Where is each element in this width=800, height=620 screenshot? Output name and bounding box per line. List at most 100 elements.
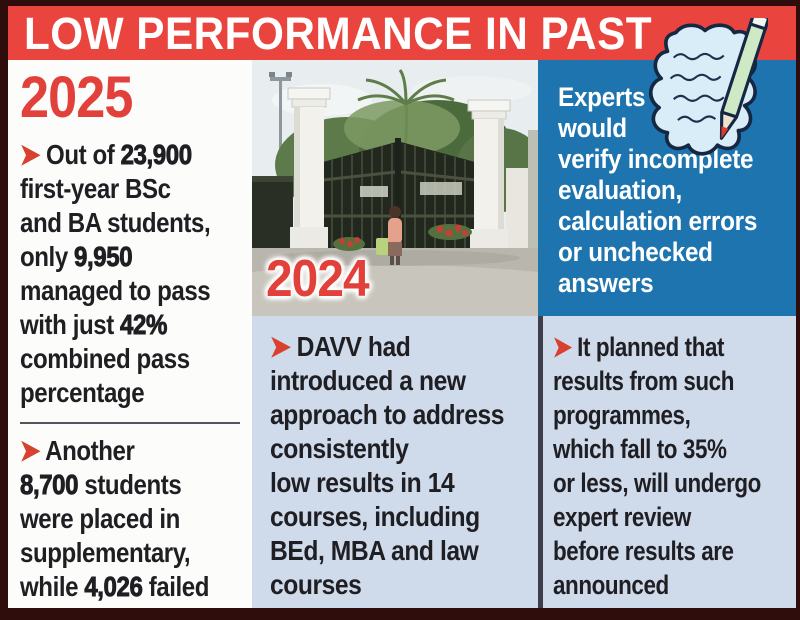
text-segment: combined pass: [20, 343, 190, 374]
text-line: approach to address: [270, 398, 539, 432]
text-segment: Another: [45, 435, 135, 466]
text-segment: managed to pass: [20, 275, 211, 306]
text-segment: before results are: [553, 536, 734, 566]
text-segment: were placed in: [20, 503, 180, 534]
text-segment: or unchecked: [558, 237, 713, 267]
text-segment: 23,900: [120, 139, 192, 171]
text-line: courses, including: [270, 500, 539, 534]
experts-note-box: Experts would verify incomplete evaluation,…: [538, 60, 796, 316]
text-line: which fall to 35%: [553, 432, 799, 466]
text-line: announced: [553, 568, 799, 602]
text-segment: with just: [20, 309, 121, 340]
text-segment: BEd, MBA and law: [270, 535, 479, 566]
text-line: courses: [270, 568, 539, 602]
stats-paragraph-2025: ➤ Out of 23,900 first-year BSc and BA stud…: [20, 138, 268, 410]
text-segment: answers: [558, 268, 654, 298]
text-segment: 8,700: [20, 469, 79, 501]
text-segment: only: [20, 241, 75, 272]
text-line: ➤ DAVV had: [270, 330, 539, 364]
squiggle-lines: [669, 52, 725, 123]
text-line: or less, will undergo: [553, 466, 799, 500]
left-panel-2025: 2025 ➤ Out of 23,900 first-year BSc and BA…: [8, 60, 252, 608]
text-segment: evaluation,: [558, 175, 682, 205]
text-segment: introduced a new: [270, 365, 466, 396]
year-2024-heading: 2024: [266, 250, 370, 308]
text-line: or unchecked: [558, 237, 798, 268]
text-segment: first-year BSc: [20, 173, 171, 204]
year-2025-heading: 2025: [20, 65, 133, 130]
arrow-bullet-icon: ➤: [20, 139, 47, 171]
text-line: with just 42%: [20, 308, 268, 342]
text-segment: DAVV had: [296, 331, 411, 362]
text-line: introduced a new: [270, 364, 539, 398]
arrow-bullet-icon: ➤: [20, 435, 46, 467]
text-line: Experts: [558, 82, 798, 113]
text-segment: which fall to 35%: [553, 434, 727, 464]
headline-band: LOW PERFORMANCE IN PAST: [8, 6, 796, 60]
text-line: before results are: [553, 534, 799, 568]
text-segment: results from such: [553, 366, 734, 396]
vertical-divider: [538, 316, 543, 608]
arrow-bullet-icon: ➤: [270, 331, 297, 363]
person-figure: [376, 206, 402, 265]
text-segment: would: [558, 113, 627, 143]
text-segment: approach to address: [270, 399, 504, 430]
text-line: BEd, MBA and law: [270, 534, 539, 568]
arrow-bullet-icon: ➤: [553, 332, 578, 363]
text-segment: while: [20, 571, 85, 602]
text-line: managed to pass: [20, 274, 268, 308]
text-line: calculation errors: [558, 206, 798, 237]
text-line: programmes,: [553, 398, 799, 432]
text-line: only 9,950: [20, 240, 268, 274]
text-line: consistently: [270, 432, 539, 466]
text-segment: announced: [553, 570, 669, 600]
text-line: low results in 14: [270, 466, 539, 500]
text-segment: Experts: [558, 82, 646, 112]
text-line: combined pass: [20, 342, 268, 376]
text-line: evaluation,: [558, 175, 798, 206]
flower-bushes: [333, 224, 472, 251]
text-segment: courses: [270, 569, 362, 600]
text-line: would: [558, 113, 798, 144]
text-segment: courses, including: [270, 501, 480, 532]
text-line: results from such: [553, 364, 799, 398]
text-segment: Out of: [46, 139, 121, 170]
text-line: answers: [558, 268, 798, 299]
experts-note-text: Experts would verify incomplete evaluation,…: [558, 82, 798, 299]
text-segment: supplementary,: [20, 537, 191, 568]
davv-paragraph-box: ➤ DAVV had introduced a new approach to ad…: [252, 316, 538, 608]
gate-pillars: [287, 87, 511, 252]
text-segment: percentage: [20, 377, 145, 408]
text-line: were placed in: [20, 502, 268, 536]
text-segment: students: [78, 469, 182, 500]
text-line: ➤ Out of 23,900: [20, 138, 268, 172]
text-line: 8,700 students: [20, 468, 268, 502]
text-segment: 9,950: [74, 241, 133, 273]
text-line: expert review: [553, 500, 799, 534]
text-segment: It planned that: [577, 332, 725, 362]
text-segment: or less, will undergo: [553, 468, 761, 498]
text-line: and BA students,: [20, 206, 268, 240]
text-line: while 4,026 failed: [20, 570, 268, 604]
text-segment: 42%: [120, 309, 168, 341]
divider-rule: [20, 422, 240, 424]
text-segment: expert review: [553, 502, 691, 532]
text-segment: programmes,: [553, 400, 691, 430]
note-and-pencil-illustration: [642, 11, 771, 166]
text-segment: calculation errors: [558, 206, 758, 236]
text-segment: low results in 14: [270, 467, 455, 498]
text-segment: and BA students,: [20, 207, 211, 238]
review-plan-paragraph: ➤ It planned that results from such progra…: [553, 330, 799, 602]
text-segment: consistently: [270, 433, 409, 464]
review-plan-box: ➤ It planned that results from such progra…: [543, 316, 796, 608]
text-line: ➤ It planned that: [553, 330, 799, 364]
text-line: supplementary,: [20, 536, 268, 570]
headline-title: LOW PERFORMANCE IN PAST: [24, 8, 653, 59]
text-line: first-year BSc: [20, 172, 268, 206]
davv-paragraph: ➤ DAVV had introduced a new approach to ad…: [270, 330, 539, 602]
campus-gate-photo: [252, 60, 545, 316]
text-segment: 4,026: [84, 571, 143, 603]
text-line: ➤ Another: [20, 434, 268, 468]
text-line: percentage: [20, 376, 268, 410]
